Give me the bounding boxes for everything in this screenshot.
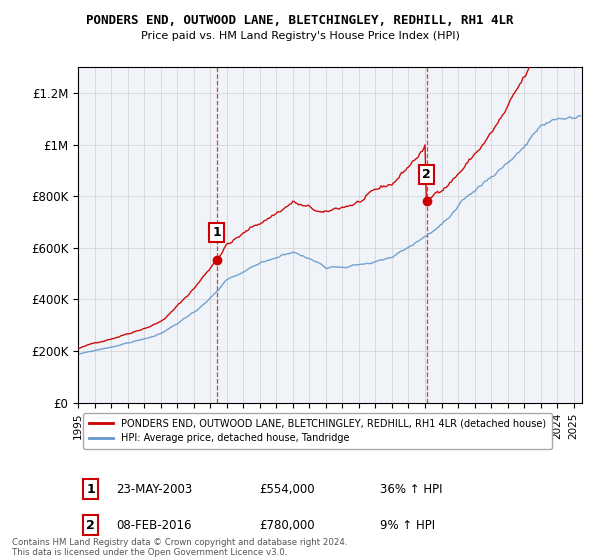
Text: £554,000: £554,000 [259, 483, 315, 496]
Legend: PONDERS END, OUTWOOD LANE, BLETCHINGLEY, REDHILL, RH1 4LR (detached house), HPI:: PONDERS END, OUTWOOD LANE, BLETCHINGLEY,… [83, 413, 552, 449]
Text: 2: 2 [422, 168, 431, 181]
Text: Contains HM Land Registry data © Crown copyright and database right 2024.
This d: Contains HM Land Registry data © Crown c… [12, 538, 347, 557]
Text: 23-MAY-2003: 23-MAY-2003 [116, 483, 192, 496]
Text: 1: 1 [212, 226, 221, 239]
Text: PONDERS END, OUTWOOD LANE, BLETCHINGLEY, REDHILL, RH1 4LR: PONDERS END, OUTWOOD LANE, BLETCHINGLEY,… [86, 14, 514, 27]
Text: 9% ↑ HPI: 9% ↑ HPI [380, 519, 436, 531]
Text: Price paid vs. HM Land Registry's House Price Index (HPI): Price paid vs. HM Land Registry's House … [140, 31, 460, 41]
Text: 08-FEB-2016: 08-FEB-2016 [116, 519, 191, 531]
Text: £780,000: £780,000 [259, 519, 315, 531]
Text: 36% ↑ HPI: 36% ↑ HPI [380, 483, 443, 496]
Text: 2: 2 [86, 519, 95, 531]
Text: 1: 1 [86, 483, 95, 496]
